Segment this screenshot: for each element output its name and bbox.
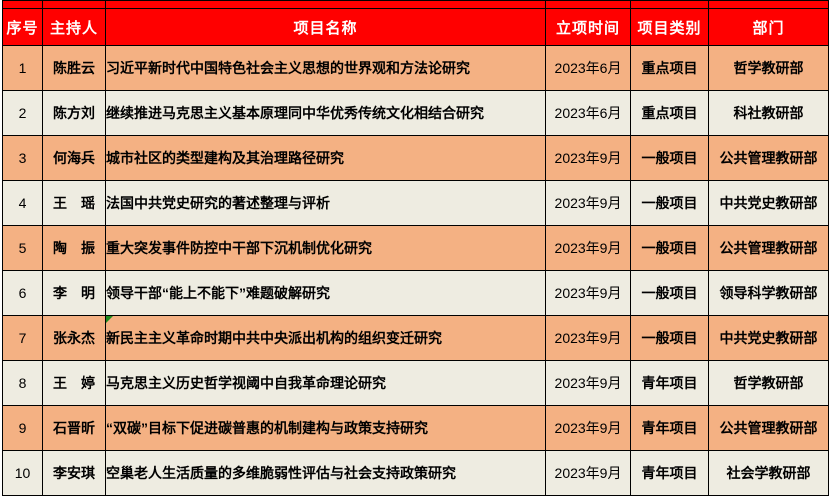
header-category: 项目类别 (630, 8, 709, 46)
table-row: 1 陈胜云 习近平新时代中国特色社会主义思想的世界观和方法论研究 2023年6月 重点项… (2, 45, 829, 91)
cell-department: 公共管理教研部 (708, 135, 829, 181)
strip-cell (42, 0, 106, 9)
cell-department: 公共管理教研部 (708, 225, 829, 271)
cell-date: 2023年9月 (545, 180, 631, 226)
cell-seq: 7 (2, 315, 43, 361)
cell-department: 科社教研部 (708, 90, 829, 136)
cell-seq: 6 (2, 270, 43, 316)
cell-department: 哲学教研部 (708, 45, 829, 91)
cell-date: 2023年6月 (545, 90, 631, 136)
cell-seq: 2 (2, 90, 43, 136)
cell-host: 陈方刘 (42, 90, 106, 136)
cell-project: “双碳”目标下促进碳普惠的机制建构与政策支持研究 (105, 405, 546, 451)
cell-date: 2023年9月 (545, 450, 631, 496)
header-row: 序号 主持人 项目名称 立项时间 项目类别 部门 (2, 8, 829, 46)
cell-category: 重点项目 (630, 90, 709, 136)
cell-department: 公共管理教研部 (708, 405, 829, 451)
strip-cell (708, 0, 829, 9)
strip-cell (630, 0, 709, 9)
cell-department: 中共党史教研部 (708, 315, 829, 361)
table-row: 2 陈方刘 继续推进马克思主义基本原理同中华优秀传统文化相结合研究 2023年6月 重点… (2, 90, 829, 136)
cell-project: 继续推进马克思主义基本原理同中华优秀传统文化相结合研究 (105, 90, 546, 136)
header-department: 部门 (708, 8, 829, 46)
cell-date: 2023年9月 (545, 270, 631, 316)
cell-project: 空巢老人生活质量的多维脆弱性评估与社会支持政策研究 (105, 450, 546, 496)
header-date: 立项时间 (545, 8, 631, 46)
strip-cell (545, 0, 631, 9)
cell-host: 李 明 (42, 270, 106, 316)
header-seq: 序号 (2, 8, 43, 46)
cell-host: 王 瑶 (42, 180, 106, 226)
cell-project: 城市社区的类型建构及其治理路径研究 (105, 135, 546, 181)
cell-category: 青年项目 (630, 360, 709, 406)
header-host: 主持人 (42, 8, 106, 46)
table-row: 7 张永杰 新民主主义革命时期中共中央派出机构的组织变迁研究 2023年9月 一般项目中… (2, 315, 829, 361)
cell-project: 习近平新时代中国特色社会主义思想的世界观和方法论研究 (105, 45, 546, 91)
cell-seq: 8 (2, 360, 43, 406)
cell-date: 2023年9月 (545, 315, 631, 361)
cell-date: 2023年9月 (545, 405, 631, 451)
cell-host: 何海兵 (42, 135, 106, 181)
cell-category: 重点项目 (630, 45, 709, 91)
cell-project: 法国中共党史研究的著述整理与评析 (105, 180, 546, 226)
cell-department: 中共党史教研部 (708, 180, 829, 226)
cell-host: 陶 振 (42, 225, 106, 271)
cell-date: 2023年9月 (545, 360, 631, 406)
table-row: 3 何海兵 城市社区的类型建构及其治理路径研究 2023年9月 一般项目 公共管理教研部 (2, 135, 829, 181)
cell-date: 2023年9月 (545, 225, 631, 271)
cell-host: 王 婷 (42, 360, 106, 406)
cell-category: 一般项目 (630, 180, 709, 226)
cell-host: 石晋昕 (42, 405, 106, 451)
table-body: 1 陈胜云 习近平新时代中国特色社会主义思想的世界观和方法论研究 2023年6月 重点项… (2, 45, 829, 496)
cell-category: 一般项目 (630, 225, 709, 271)
cell-host: 陈胜云 (42, 45, 106, 91)
cell-corner-flag-icon (106, 316, 113, 323)
cell-date: 2023年9月 (545, 135, 631, 181)
cell-category: 一般项目 (630, 270, 709, 316)
cell-date: 2023年6月 (545, 45, 631, 91)
table-row: 9 石晋昕 “双碳”目标下促进碳普惠的机制建构与政策支持研究 2023年9月 青年项目公… (2, 405, 829, 451)
strip-cell (105, 0, 546, 9)
cell-project: 新民主主义革命时期中共中央派出机构的组织变迁研究 (105, 315, 546, 361)
strip-cell (2, 0, 43, 9)
cell-department: 哲学教研部 (708, 360, 829, 406)
cell-seq: 9 (2, 405, 43, 451)
cropped-row-sliver (2, 0, 829, 9)
table-row: 10 李安琪 空巢老人生活质量的多维脆弱性评估与社会支持政策研究 2023年9月 青年项… (2, 450, 829, 496)
cell-seq: 4 (2, 180, 43, 226)
cell-seq: 3 (2, 135, 43, 181)
cell-seq: 10 (2, 450, 43, 496)
cell-category: 一般项目 (630, 135, 709, 181)
cell-category: 青年项目 (630, 450, 709, 496)
cell-seq: 1 (2, 45, 43, 91)
cell-department: 领导科学教研部 (708, 270, 829, 316)
cell-category: 青年项目 (630, 405, 709, 451)
cell-project: 领导干部“能上不能下”难题破解研究 (105, 270, 546, 316)
header-project: 项目名称 (105, 8, 546, 46)
cell-seq: 5 (2, 225, 43, 271)
cell-host: 张永杰 (42, 315, 106, 361)
cell-host: 李安琪 (42, 450, 106, 496)
cell-department: 社会学教研部 (708, 450, 829, 496)
cell-category: 一般项目 (630, 315, 709, 361)
cell-project: 重大突发事件防控中干部下沉机制优化研究 (105, 225, 546, 271)
cell-project: 马克思主义历史哲学视阈中自我革命理论研究 (105, 360, 546, 406)
